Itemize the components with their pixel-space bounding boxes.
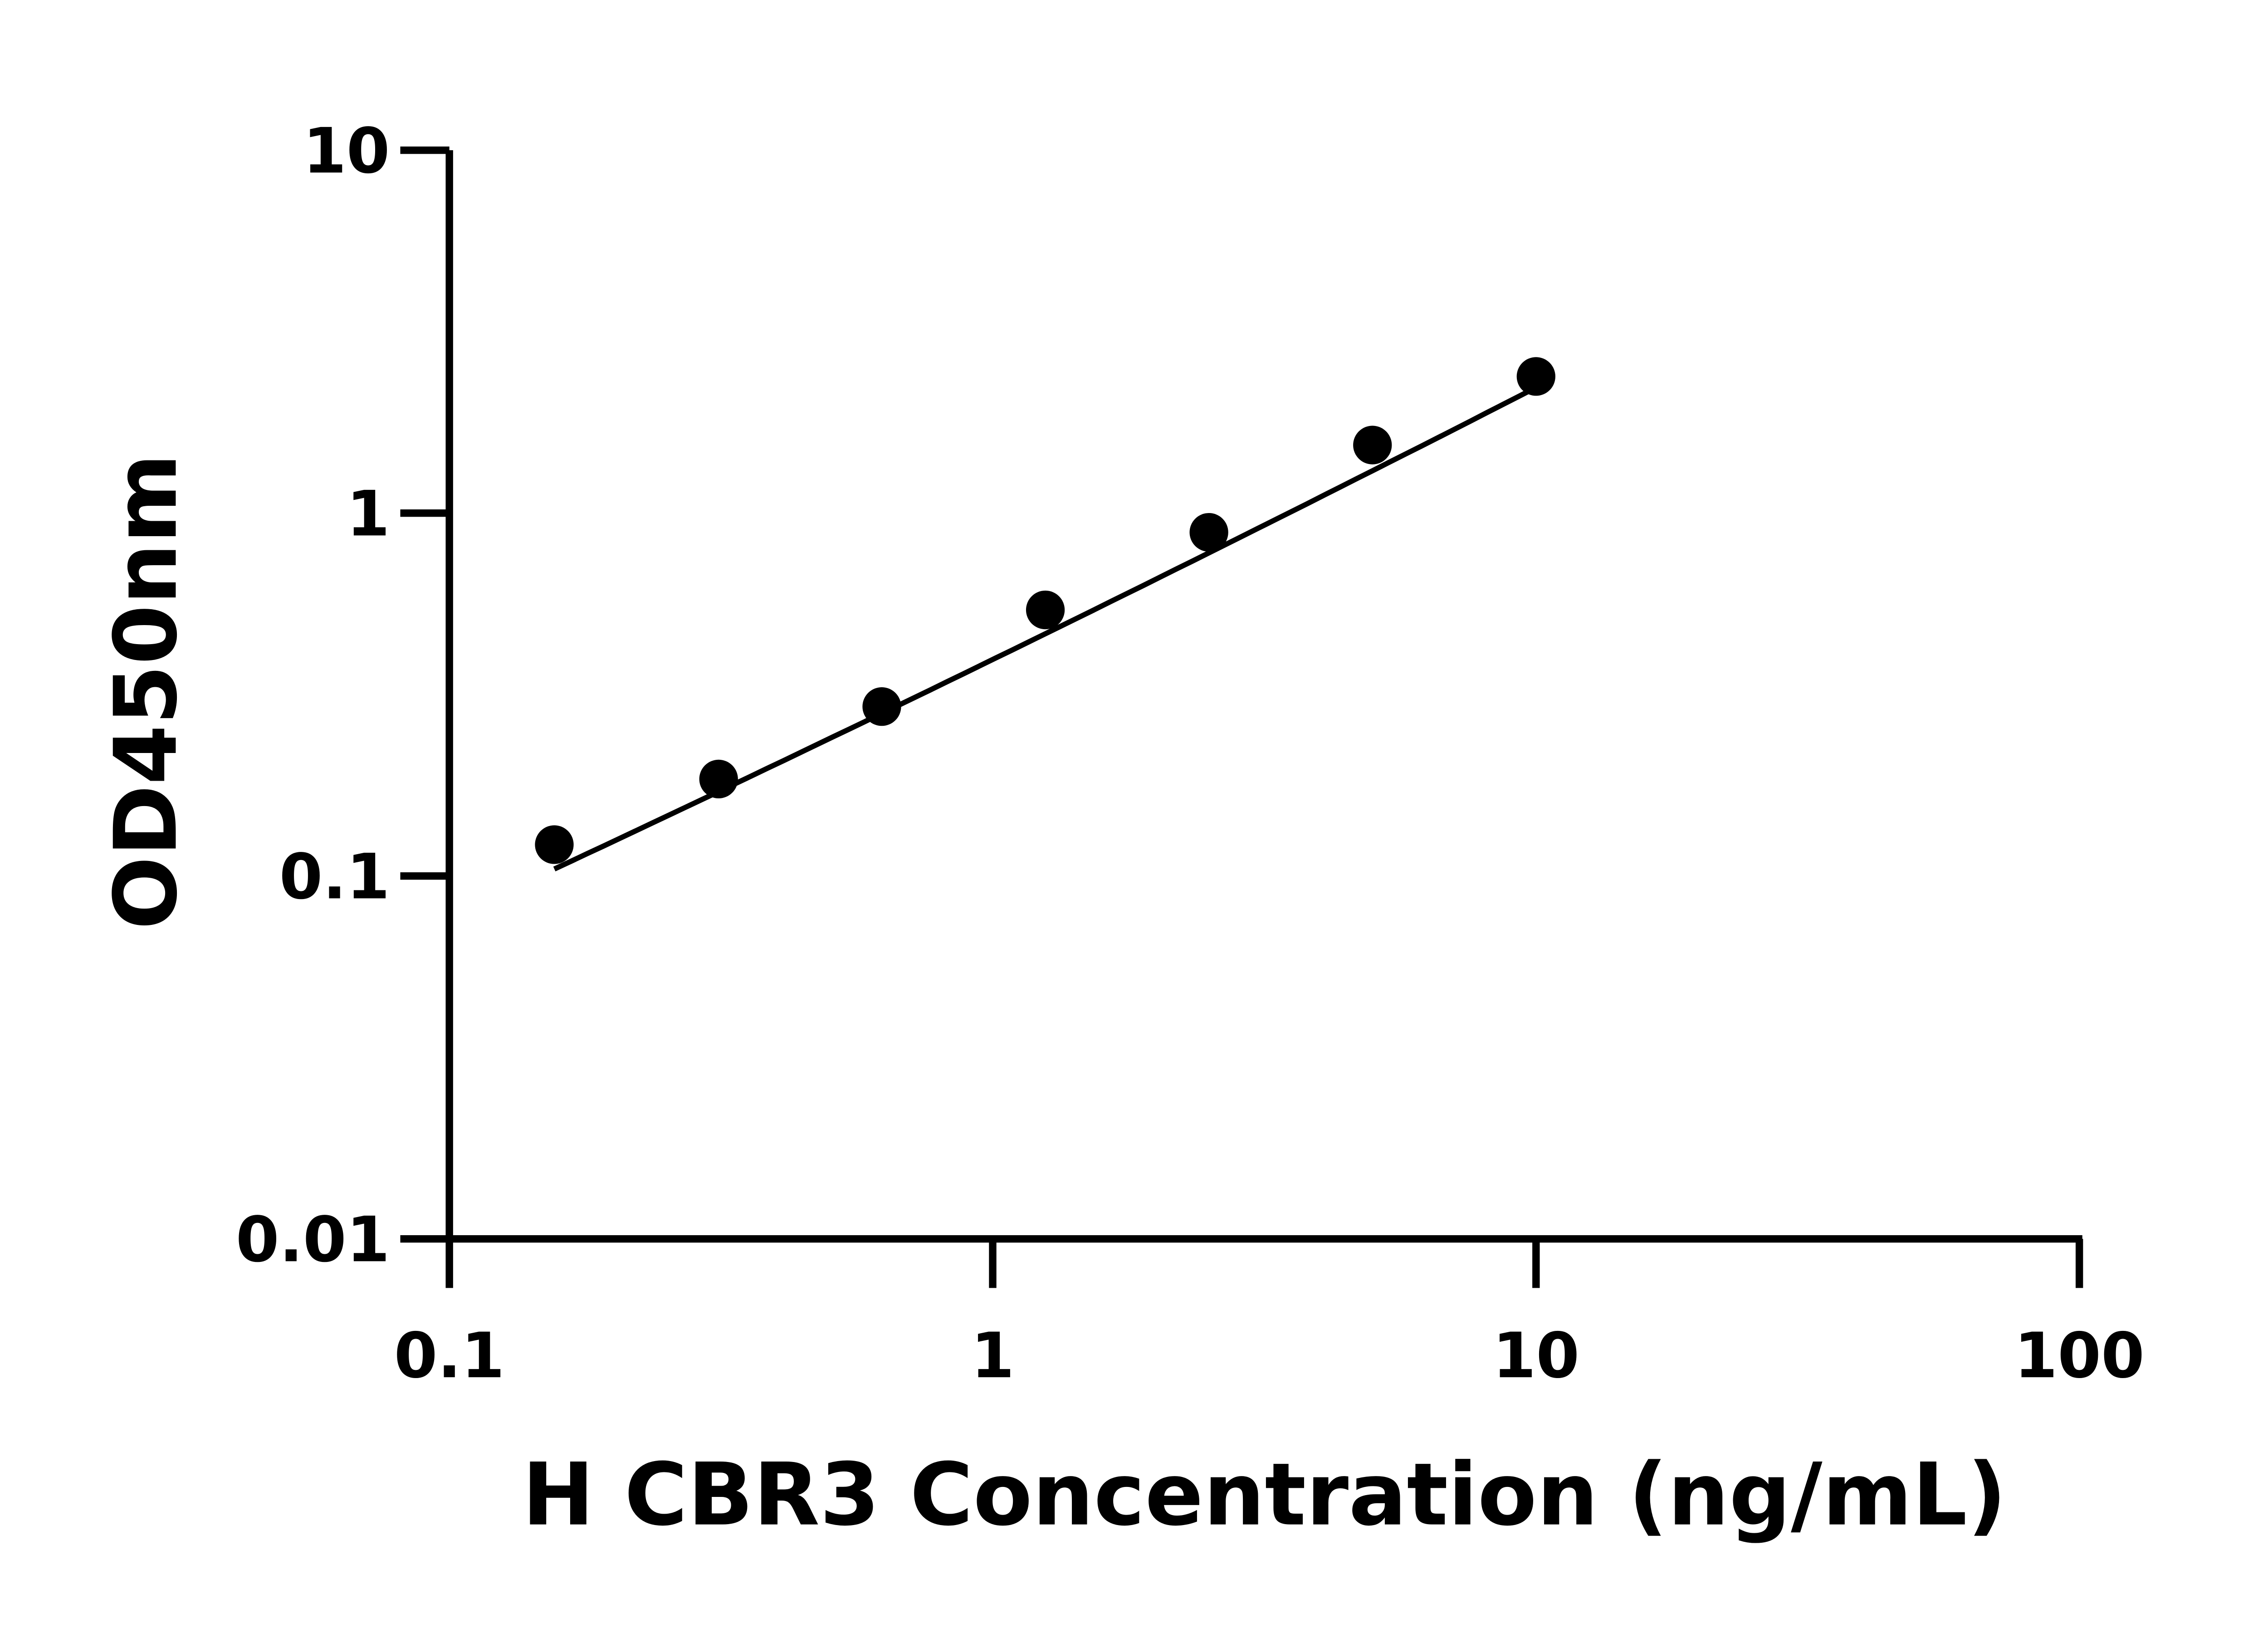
axes [445, 150, 2082, 1243]
data-point [699, 759, 738, 799]
x-tick-label: 10 [1492, 1320, 1579, 1392]
x-tick-label: 100 [2014, 1320, 2144, 1392]
x-tick-label: 0.1 [394, 1320, 505, 1392]
y-axis-label: OD450nm [95, 454, 196, 930]
y-tick-label: 10 [303, 115, 390, 187]
data-point [1189, 513, 1228, 552]
data-point [535, 825, 574, 864]
data-points [535, 357, 1555, 864]
data-point [1516, 357, 1555, 396]
data-point [1353, 425, 1392, 464]
y-tick-label: 1 [347, 478, 390, 550]
y-tick-label: 0.01 [236, 1203, 390, 1276]
data-point [1026, 590, 1065, 630]
x-axis-label: H CBR3 Concentration (ng/mL) [522, 1444, 2007, 1545]
y-tick-label: 0.1 [279, 841, 390, 913]
data-point [862, 687, 901, 726]
x-tick-label: 1 [971, 1320, 1015, 1392]
